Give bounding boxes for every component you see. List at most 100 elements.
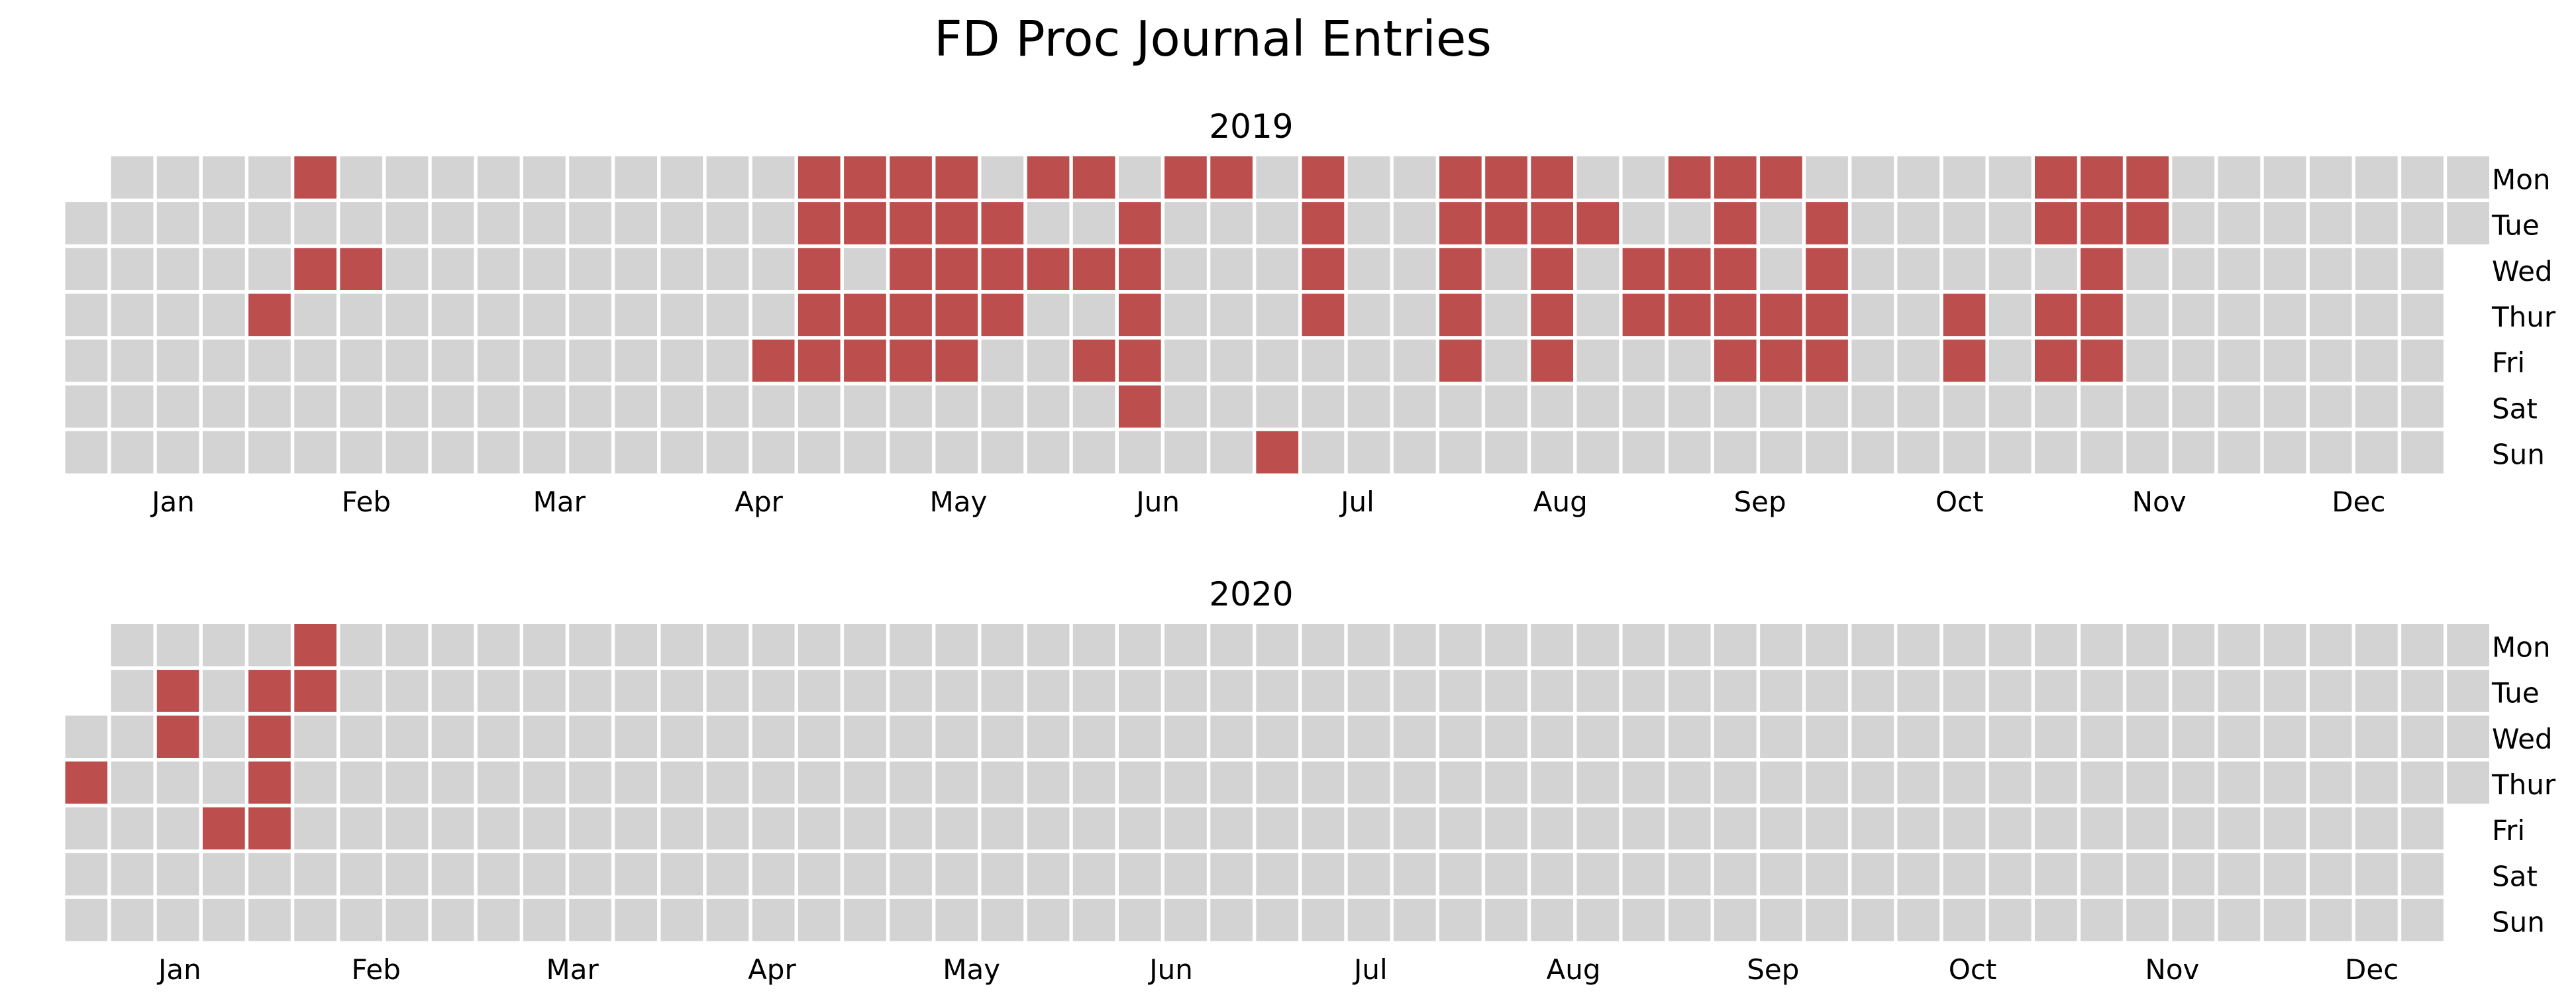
day-cell	[386, 807, 429, 850]
day-cell	[111, 807, 154, 850]
day-cell	[2081, 807, 2123, 850]
day-cell	[798, 670, 841, 712]
day-cell	[1760, 853, 1802, 896]
day-cell-active	[1119, 202, 1161, 244]
month-label-aug: Aug	[1533, 486, 1588, 518]
day-cell	[2447, 202, 2489, 244]
day-cell	[340, 431, 383, 474]
day-cell	[1531, 624, 1573, 666]
day-cell	[1439, 670, 1482, 712]
day-cell	[2309, 202, 2352, 244]
day-cell	[1622, 898, 1665, 941]
day-cell	[1988, 431, 2032, 474]
day-cell	[248, 156, 291, 199]
day-cell	[2126, 339, 2169, 382]
day-cell	[1393, 807, 1436, 850]
day-cell	[431, 807, 474, 850]
day-cell	[1210, 898, 1253, 941]
day-cell	[1164, 670, 1207, 712]
day-cell	[294, 715, 336, 758]
day-cell	[1622, 431, 1665, 474]
day-cell	[1988, 202, 2032, 244]
day-cell	[1531, 807, 1573, 850]
day-cell	[752, 156, 795, 199]
day-cell	[2172, 761, 2215, 804]
day-cell	[523, 156, 566, 199]
day-cell	[386, 431, 429, 474]
day-cell-active	[203, 807, 245, 850]
day-cell	[615, 715, 657, 758]
day-label-sat: Sat	[2492, 392, 2538, 425]
day-cell	[2126, 761, 2169, 804]
month-label-jan: Jan	[156, 953, 201, 986]
day-cell	[798, 761, 841, 804]
day-cell	[65, 385, 108, 428]
month-label-jul: Jul	[1352, 953, 1388, 986]
day-cell	[1851, 293, 1894, 337]
day-cell	[569, 670, 611, 712]
day-cell	[2263, 853, 2306, 896]
day-cell-active	[248, 715, 291, 758]
day-cell	[2401, 156, 2444, 199]
day-cell	[1072, 761, 1115, 804]
day-cell	[1760, 670, 1802, 712]
day-cell	[935, 385, 978, 428]
day-cell	[615, 385, 657, 428]
day-cell	[752, 898, 795, 941]
day-cell	[844, 385, 886, 428]
day-cell	[1531, 670, 1573, 712]
day-cell	[1347, 156, 1390, 199]
day-cell	[2172, 715, 2215, 758]
day-cell-active	[1531, 248, 1573, 290]
day-cell	[2263, 156, 2306, 199]
day-cell	[111, 431, 154, 474]
day-cell	[2401, 715, 2444, 758]
day-cell	[569, 339, 611, 382]
day-cell	[1210, 624, 1253, 666]
day-cell	[1256, 202, 1299, 244]
day-cell	[1988, 248, 2032, 290]
day-cell	[2218, 293, 2261, 337]
day-cell	[2401, 202, 2444, 244]
day-cell	[752, 431, 795, 474]
day-cell	[2081, 624, 2123, 666]
day-cell	[706, 202, 749, 244]
day-cell	[1851, 715, 1894, 758]
day-cell	[1943, 385, 1986, 428]
day-cell	[1256, 248, 1299, 290]
day-cell	[706, 715, 749, 758]
day-cell	[340, 293, 383, 337]
day-cell-active	[294, 670, 336, 712]
day-cell	[981, 853, 1024, 896]
day-cell	[1119, 670, 1161, 712]
day-cell	[1256, 339, 1299, 382]
day-cell	[2355, 898, 2398, 941]
day-cell	[248, 248, 291, 290]
day-cell	[1256, 385, 1299, 428]
day-cell	[752, 853, 795, 896]
day-cell	[203, 624, 245, 666]
day-cell	[2172, 339, 2215, 382]
day-cell	[1988, 339, 2032, 382]
day-cell-active	[1760, 339, 1802, 382]
day-cell	[706, 385, 749, 428]
day-cell	[156, 624, 199, 666]
day-cell	[1439, 853, 1482, 896]
day-cell	[2401, 339, 2444, 382]
day-cell	[1485, 853, 1527, 896]
day-cell	[477, 807, 520, 850]
day-cell	[1347, 248, 1390, 290]
day-cell	[1897, 624, 1940, 666]
day-cell	[2355, 248, 2398, 290]
day-cell	[477, 293, 520, 337]
day-cell	[706, 156, 749, 199]
day-cell	[1210, 431, 1253, 474]
day-cell-active	[2081, 156, 2123, 199]
day-cell-active	[935, 293, 978, 337]
day-cell	[1485, 715, 1527, 758]
day-cell	[2035, 624, 2077, 666]
day-cell	[2218, 898, 2261, 941]
day-cell-active	[1714, 339, 1757, 382]
day-cell	[431, 202, 474, 244]
